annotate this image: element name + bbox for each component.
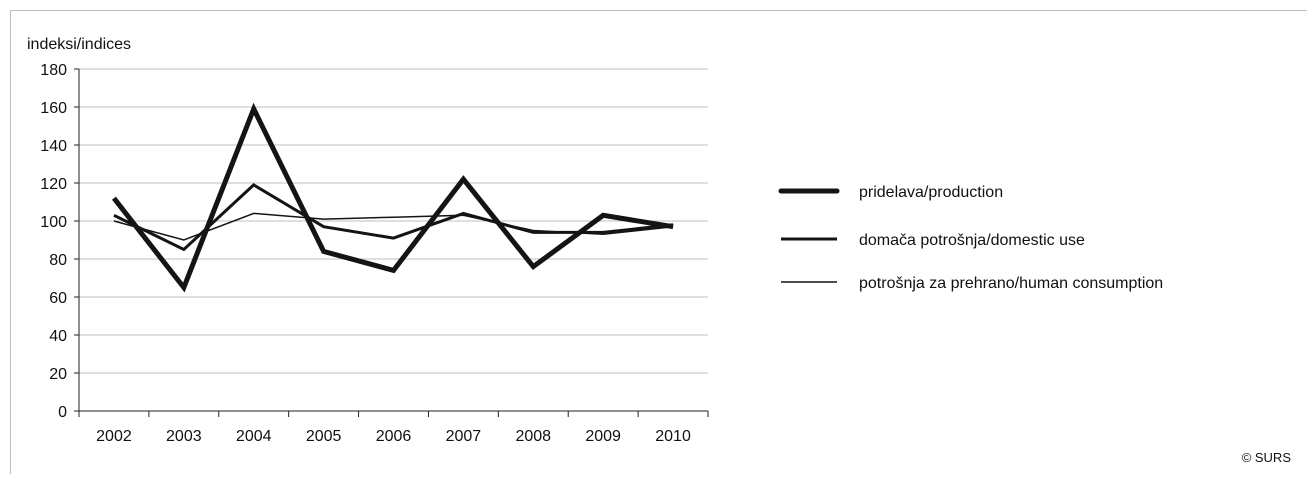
x-tick-label: 2010: [655, 428, 691, 445]
series-line-1: [111, 102, 674, 293]
y-tick-label: 140: [40, 138, 67, 155]
x-tick-label: 2003: [166, 428, 202, 445]
copyright-text: © SURS: [1242, 450, 1292, 465]
x-tick-label: 2002: [96, 428, 132, 445]
y-tick-label: 80: [49, 252, 67, 269]
legend-label-1: pridelava/production: [859, 184, 1003, 201]
legend-label-2: domača potrošnja/domestic use: [859, 232, 1085, 249]
grid: [79, 68, 708, 374]
y-axis-label: indeksi/indices: [27, 36, 131, 53]
y-tick-labels: 0 20 40 60 80 100 120 140 160 180: [40, 62, 67, 421]
x-tick-label: 2005: [306, 428, 342, 445]
y-tick-label: 20: [49, 366, 67, 383]
legend-label-3: potrošnja za prehrano/human consumption: [859, 275, 1163, 292]
series-line-3: [113, 212, 674, 241]
axes: [74, 68, 709, 417]
x-tick-label: 2004: [236, 428, 272, 445]
legend: pridelava/production domača potrošnja/dom…: [778, 184, 1163, 292]
x-tick-label: 2006: [376, 428, 412, 445]
y-tick-label: 100: [40, 214, 67, 231]
line-chart: indeksi/indices 0 20 40 60 80 100 120 140 160 180…: [27, 36, 1292, 465]
chart-frame: indeksi/indices 0 20 40 60 80 100 120 140 160 180…: [10, 10, 1307, 474]
x-tick-labels: 2002 2003 2004 2005 2006 2007 2008 2009 2010: [96, 428, 691, 445]
y-tick-label: 120: [40, 176, 67, 193]
y-tick-label: 60: [49, 290, 67, 307]
x-tick-label: 2009: [585, 428, 621, 445]
y-tick-label: 160: [40, 100, 67, 117]
y-tick-label: 40: [49, 328, 67, 345]
series-lines: [111, 102, 674, 293]
y-tick-label: 0: [58, 404, 67, 421]
x-tick-label: 2007: [446, 428, 482, 445]
x-tick-label: 2008: [515, 428, 551, 445]
y-tick-label: 180: [40, 62, 67, 79]
